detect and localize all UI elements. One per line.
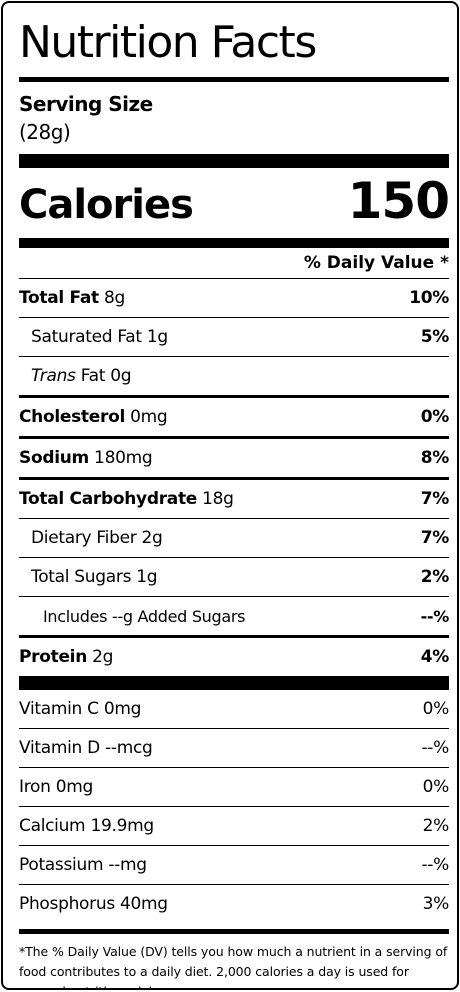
serving-size-label: Serving Size	[19, 92, 153, 116]
divider	[19, 929, 449, 934]
nutrient-amount: 180mg	[94, 448, 153, 468]
nutrient-amount: 0g	[110, 366, 132, 386]
thick-divider	[19, 154, 449, 168]
vitamin-amount: --mcg	[105, 738, 153, 758]
nutrient-name: Cholesterol	[19, 407, 125, 427]
nutrient-dv: 2%	[420, 567, 450, 587]
calories-row: Calories 150	[19, 168, 450, 230]
divider	[19, 278, 449, 279]
label-title: Nutrition Facts	[19, 17, 317, 68]
nutrient-dv: 8%	[420, 448, 450, 468]
nutrient-name: Protein	[19, 647, 88, 667]
vitamin-name: Potassium	[19, 855, 104, 875]
nutrient-row-cholesterol: Cholesterol 0mg 0%	[19, 395, 449, 436]
thick-divider	[19, 238, 449, 248]
nutrient-name: Sodium	[19, 448, 89, 468]
divider	[19, 77, 449, 82]
vitamin-name: Vitamin D	[19, 738, 100, 758]
nutrient-dv: 0%	[420, 407, 450, 427]
nutrient-row-total-sugars: Total Sugars 1g 2%	[19, 557, 449, 596]
vitamin-amount: 0mg	[103, 699, 142, 719]
nutrient-dv: 7%	[420, 528, 450, 548]
vitamin-dv: --%	[421, 738, 449, 758]
nutrient-name: Saturated Fat	[31, 327, 142, 347]
nutrient-row-saturated-fat: Saturated Fat 1g 5%	[19, 317, 449, 356]
nutrient-name: Total Sugars	[31, 567, 132, 587]
vitamin-name: Calcium	[19, 816, 86, 836]
nutrient-amount: 1g	[146, 327, 168, 347]
vitamin-amount: 40mg	[119, 894, 168, 914]
nutrient-row-sodium: Sodium 180mg 8%	[19, 436, 449, 477]
vitamin-dv: 0%	[422, 699, 450, 719]
nutrient-amount: 8g	[104, 288, 126, 308]
nutrient-name: Total Fat	[19, 288, 99, 308]
daily-value-header: % Daily Value *	[303, 253, 449, 273]
footnote: *The % Daily Value (DV) tells you how mu…	[19, 944, 448, 988]
vitamin-row-vitamin-d: Vitamin D --mcg --%	[19, 728, 449, 767]
nutrient-row-total-fat: Total Fat 8g 10%	[19, 279, 449, 317]
thick-divider	[19, 676, 449, 690]
nutrient-dv: 5%	[420, 327, 450, 347]
vitamin-row-iron: Iron 0mg 0%	[19, 767, 449, 806]
nutrient-dv: 7%	[420, 489, 450, 509]
nutrient-name: Total Carbohydrate	[19, 489, 198, 509]
nutrient-name: Dietary Fiber	[31, 528, 137, 548]
vitamin-amount: --mg	[108, 855, 147, 875]
nutrient-amount: 18g	[202, 489, 234, 509]
calories-label: Calories	[19, 182, 194, 228]
nutrient-row-total-carbohydrate: Total Carbohydrate 18g 7%	[19, 477, 449, 518]
vitamin-dv: 2%	[422, 816, 450, 836]
nutrient-amount: 2g	[141, 528, 163, 548]
vitamin-name: Vitamin C	[19, 699, 99, 719]
nutrient-name: Fat	[80, 366, 106, 386]
nutrient-row-dietary-fiber: Dietary Fiber 2g 7%	[19, 518, 449, 557]
nutrient-row-trans-fat: Trans Fat 0g	[19, 356, 449, 395]
nutrient-dv: --%	[420, 606, 450, 626]
vitamin-amount: 0mg	[55, 777, 94, 797]
nutrient-name-italic: Trans	[31, 366, 76, 386]
nutrient-amount: 0mg	[130, 407, 168, 427]
vitamin-row-calcium: Calcium 19.9mg 2%	[19, 806, 449, 845]
nutrient-row-protein: Protein 2g 4%	[19, 635, 449, 676]
nutrient-amount: 1g	[136, 567, 158, 587]
vitamin-dv: 0%	[422, 777, 450, 797]
vitamin-amount: 19.9mg	[90, 816, 154, 836]
serving-size-value: (28g)	[19, 120, 71, 144]
vitamin-name: Iron	[19, 777, 51, 797]
vitamin-name: Phosphorus	[19, 894, 115, 914]
serving-size: Serving Size (28g)	[19, 90, 449, 146]
nutrient-dv: 10%	[409, 288, 449, 308]
nutrient-name: Includes --g Added Sugars	[43, 606, 246, 626]
vitamin-dv: --%	[421, 855, 449, 875]
vitamin-dv: 3%	[422, 894, 450, 914]
vitamin-row-potassium: Potassium --mg --%	[19, 845, 449, 884]
nutrient-amount: 2g	[92, 647, 114, 667]
vitamin-row-phosphorus: Phosphorus 40mg 3%	[19, 884, 449, 923]
vitamin-row-vitamin-c: Vitamin C 0mg 0%	[19, 690, 449, 728]
calories-value: 150	[347, 172, 450, 230]
nutrient-row-added-sugars: Includes --g Added Sugars --%	[19, 596, 449, 635]
nutrient-dv: 4%	[420, 647, 450, 667]
